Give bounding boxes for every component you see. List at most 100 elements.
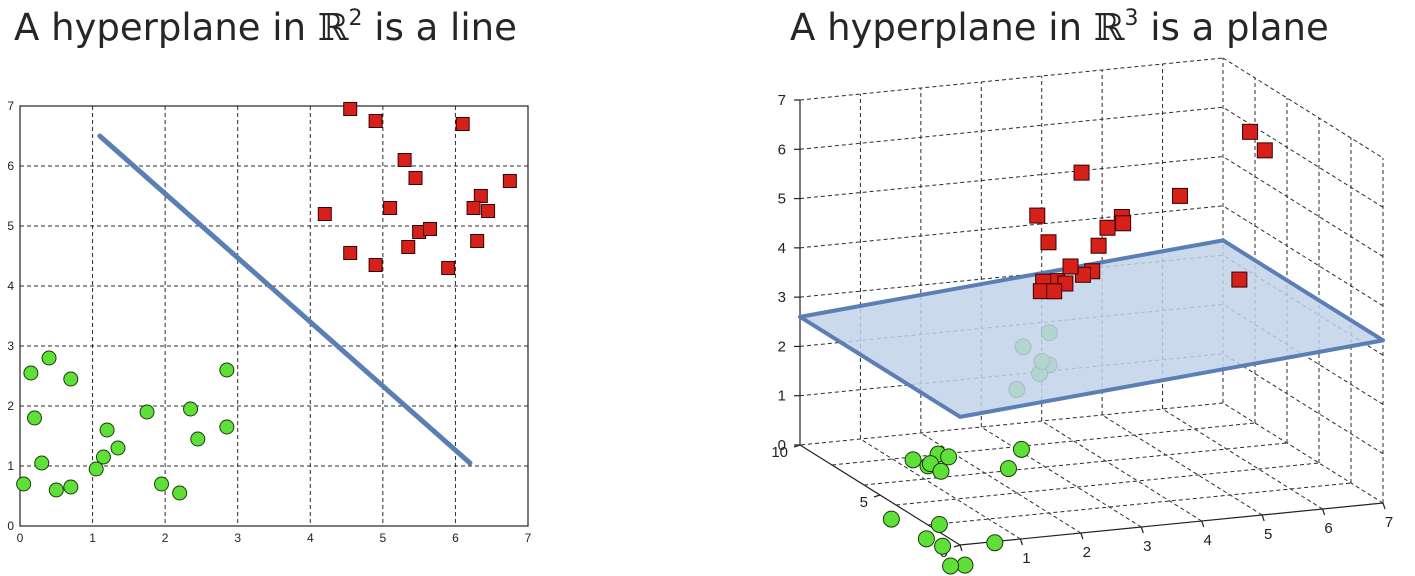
red-square-point: [383, 201, 398, 215]
red-square-point: [1172, 187, 1188, 204]
side-wall-grid-z: [1222, 353, 1384, 455]
red-square-point: [343, 102, 358, 116]
green-circle-point: [219, 362, 235, 378]
red-square-point: [1032, 283, 1049, 300]
side-wall-grid-z: [1222, 106, 1384, 208]
x-tick-label: 2: [1083, 544, 1091, 561]
x-tick-label: 4: [307, 531, 314, 545]
red-square-point: [1242, 123, 1259, 140]
title-right: A hyperplane in ℝ3 is a plane: [790, 6, 1329, 49]
z-tick-label: 5: [778, 191, 786, 208]
title-right-prefix: A hyperplane in: [790, 6, 1094, 49]
red-square-point: [502, 174, 517, 188]
green-circle-point: [139, 404, 155, 420]
y-tick-label: 0: [7, 519, 14, 533]
green-circle-point: [48, 482, 64, 498]
green-circle-point: [1000, 460, 1017, 478]
red-square-point: [1090, 237, 1107, 254]
floor-grid-x: [860, 438, 1021, 540]
green-circle-point: [932, 462, 950, 480]
y-tick-label: 7: [7, 99, 14, 113]
y-tick-label: 2: [7, 399, 14, 413]
green-circle-point: [1012, 440, 1030, 458]
x-tick-mark: [1322, 508, 1326, 516]
frame-edge: [799, 402, 1224, 446]
green-circle-point: [934, 537, 952, 555]
x-tick-label: 4: [1204, 532, 1212, 549]
green-circle-point: [172, 485, 188, 501]
back-wall-grid-z: [799, 106, 1224, 150]
back-wall-grid-z: [799, 205, 1224, 249]
red-square-point: [481, 204, 496, 218]
red-square-point: [1115, 215, 1132, 232]
x-tick-label: 6: [1324, 520, 1332, 537]
x-tick-label: 1: [1022, 550, 1030, 567]
green-circle-point: [88, 461, 104, 477]
z-tick-label: 0: [778, 437, 786, 454]
red-square-point: [1046, 283, 1063, 300]
title-left-suffix: is a line: [362, 6, 517, 49]
green-circle-point: [99, 422, 115, 438]
red-square-point: [466, 201, 481, 215]
z-tick-label: 4: [778, 240, 786, 257]
x-tick-label: 3: [234, 531, 241, 545]
red-square-point: [368, 114, 383, 128]
back-wall-grid-z: [799, 254, 1224, 298]
hyperplane-line: [97, 133, 473, 466]
red-square-point: [455, 117, 470, 131]
red-square-point: [473, 189, 488, 203]
x-tick-mark: [1140, 526, 1144, 534]
title-left-power: 2: [348, 6, 363, 31]
green-circle-point: [942, 557, 960, 575]
floor-grid-x: [1162, 408, 1323, 510]
green-circle-point: [27, 410, 43, 426]
green-circle-point: [882, 510, 900, 528]
frame-edge: [799, 57, 1224, 101]
floor-grid-x: [981, 426, 1142, 528]
red-square-point: [368, 258, 383, 272]
y-tick-label: 1: [7, 459, 14, 473]
x-tick-mark: [1080, 532, 1084, 540]
x-tick-mark: [1201, 520, 1205, 528]
floor-grid-y: [927, 482, 1352, 526]
y-tick-label: 10: [771, 444, 788, 461]
y-tick-label: 3: [7, 339, 14, 353]
z-tick-label: 6: [778, 141, 786, 158]
x-axis: [959, 502, 1384, 546]
y-tick-label: 6: [7, 159, 14, 173]
red-square-point: [1040, 234, 1057, 251]
frame-edge: [1222, 57, 1384, 159]
red-square-point: [1256, 142, 1273, 159]
green-circle-point: [41, 350, 57, 366]
green-circle-point: [930, 515, 948, 533]
y-tick-mark: [873, 494, 881, 498]
title-right-power: 3: [1124, 6, 1139, 31]
title-left-symbol: ℝ: [317, 6, 349, 49]
side-wall-grid-z: [1222, 156, 1384, 257]
green-circle-point: [63, 479, 79, 495]
x-tick-label: 1: [89, 531, 96, 545]
green-circle-point: [917, 530, 935, 548]
red-square-point: [401, 240, 416, 254]
red-square-point: [343, 246, 358, 260]
x-tick-label: 7: [525, 531, 532, 545]
z-tick-label: 2: [778, 338, 786, 355]
red-square-point: [441, 261, 456, 275]
floor-grid-y: [895, 462, 1320, 506]
title-right-symbol: ℝ: [1093, 6, 1125, 49]
y-tick-mark: [953, 544, 961, 548]
floor-grid-x: [1041, 420, 1202, 522]
red-square-point: [397, 153, 412, 167]
green-circle-point: [183, 401, 199, 417]
x-tick-label: 3: [1143, 538, 1151, 555]
x-tick-label: 2: [162, 531, 169, 545]
plot-2d: 0 1 2 3 4 5 6 7 0 1 2 3 4 5 6 7: [7, 99, 532, 545]
z-tick-label: 7: [778, 92, 786, 109]
red-square-point: [470, 234, 485, 248]
green-circle-point: [986, 534, 1004, 552]
red-square-point: [1099, 219, 1116, 236]
x-tick-mark: [1382, 502, 1386, 510]
green-circle-point: [16, 476, 32, 492]
red-square-point: [317, 207, 332, 221]
green-circle-point: [956, 556, 974, 574]
